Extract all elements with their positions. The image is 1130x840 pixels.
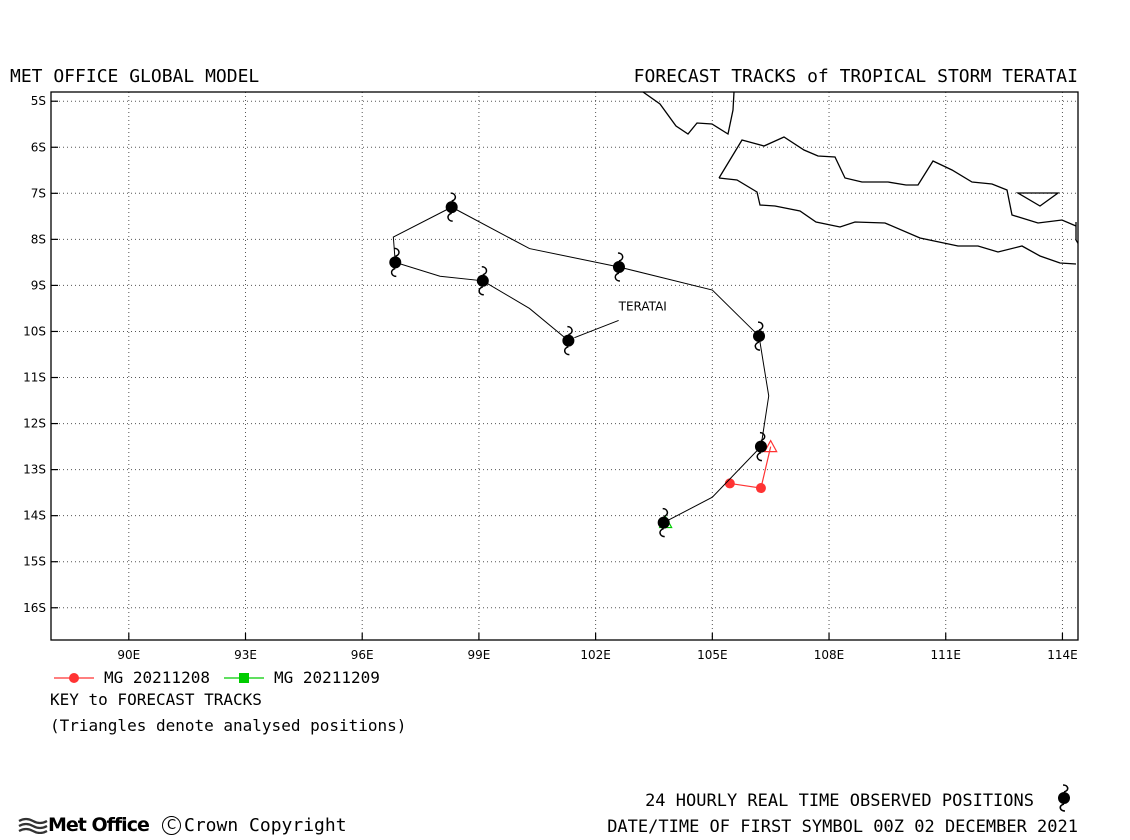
lon-tick-label: 90E — [117, 648, 140, 660]
axis-labels: 5S 6S 7S 8S 9S 10S 11S 12S 13S 14S 15S 16S 90E 93E 96E… — [23, 94, 1078, 660]
lon-tick-label: 108E — [814, 648, 845, 660]
lon-tick-label: 93E — [234, 648, 257, 660]
java-coastline — [718, 136, 1077, 227]
logo-text: Met Office — [48, 814, 150, 836]
lat-tick-label: 13S — [23, 463, 46, 477]
lat-tick-label: 11S — [23, 371, 46, 385]
lat-tick-label: 16S — [23, 601, 46, 615]
lat-tick-label: 14S — [23, 509, 46, 523]
legend-red-circle-marker — [54, 672, 94, 683]
java-south-coastline — [718, 177, 1077, 265]
forecast-track-line — [729, 446, 772, 489]
lat-tick-label: 15S — [23, 555, 46, 569]
cyclone-symbol — [753, 321, 766, 351]
track-map: TERATAI 5S 6S 7S 8S 9S 10S 11S 12S 13S 14S 15S 16S 9… — [23, 91, 1079, 660]
copyright-notice: C Crown Copyright — [162, 815, 347, 836]
legend-green-square-marker — [223, 672, 264, 683]
track-layer: TERATAI — [389, 192, 778, 538]
copyright-icon: C — [162, 816, 181, 835]
sumatra-coastline — [642, 92, 735, 136]
lon-tick-label: 111E — [930, 648, 961, 660]
lat-tick-label: 8S — [31, 232, 46, 246]
legend-label: MG 20211208 — [104, 668, 210, 687]
lon-tick-label: 96E — [351, 648, 374, 660]
cyclone-symbol — [657, 507, 670, 538]
lat-tick-label: 5S — [31, 94, 46, 108]
lon-tick-label: 114E — [1047, 648, 1078, 660]
first-symbol-datetime: DATE/TIME OF FIRST SYMBOL 00Z 02 DECEMBE… — [607, 817, 1078, 837]
cyclone-symbol-icon — [1058, 784, 1070, 812]
forecast-position-marker — [724, 478, 735, 489]
storm-name-label: TERATAI — [618, 299, 667, 313]
storm-label-leader — [574, 319, 619, 339]
bali-coastline — [1075, 222, 1078, 245]
key-title: KEY to FORECAST TRACKS — [50, 690, 262, 709]
cyclone-symbol — [389, 247, 402, 278]
lat-tick-label: 12S — [23, 417, 46, 431]
key-note: (Triangles denote analysed positions) — [50, 716, 407, 735]
plot-frame — [50, 91, 1079, 641]
lat-tick-label: 9S — [31, 278, 46, 292]
lon-tick-label: 99E — [467, 648, 490, 660]
analysed-position-triangle — [763, 439, 778, 453]
cyclone-symbol — [562, 325, 575, 356]
cyclone-symbol — [476, 266, 489, 296]
lat-lon-grid — [51, 92, 1078, 640]
model-title: MET OFFICE GLOBAL MODEL — [10, 66, 260, 87]
legend-item-mg-20211209: MG 20211209 — [222, 668, 380, 687]
chart-title: FORECAST TRACKS of TROPICAL STORM TERATA… — [633, 66, 1078, 87]
forecast-legend: MG 20211208 MG 20211209 — [52, 668, 392, 687]
observed-positions-label: 24 HOURLY REAL TIME OBSERVED POSITIONS — [645, 791, 1034, 811]
cyclone-symbol — [754, 431, 767, 462]
cyclone-symbol — [445, 192, 458, 222]
cyclone-symbol — [612, 252, 625, 282]
lon-tick-label: 102E — [580, 648, 611, 660]
met-office-wave-icon — [18, 817, 48, 834]
met-office-logo: Met Office — [18, 814, 150, 836]
copyright-text: Crown Copyright — [184, 815, 347, 836]
lat-tick-label: 6S — [31, 140, 46, 154]
coastlines — [642, 92, 1078, 265]
observed-track-line — [392, 206, 770, 524]
lat-tick-label: 7S — [31, 186, 46, 200]
island-outline — [1015, 192, 1061, 207]
legend-item-mg-20211208: MG 20211208 — [52, 668, 210, 687]
legend-label: MG 20211209 — [273, 668, 380, 687]
lon-tick-label: 105E — [697, 648, 728, 660]
forecast-position-marker — [755, 483, 766, 494]
lat-tick-label: 10S — [23, 324, 46, 338]
